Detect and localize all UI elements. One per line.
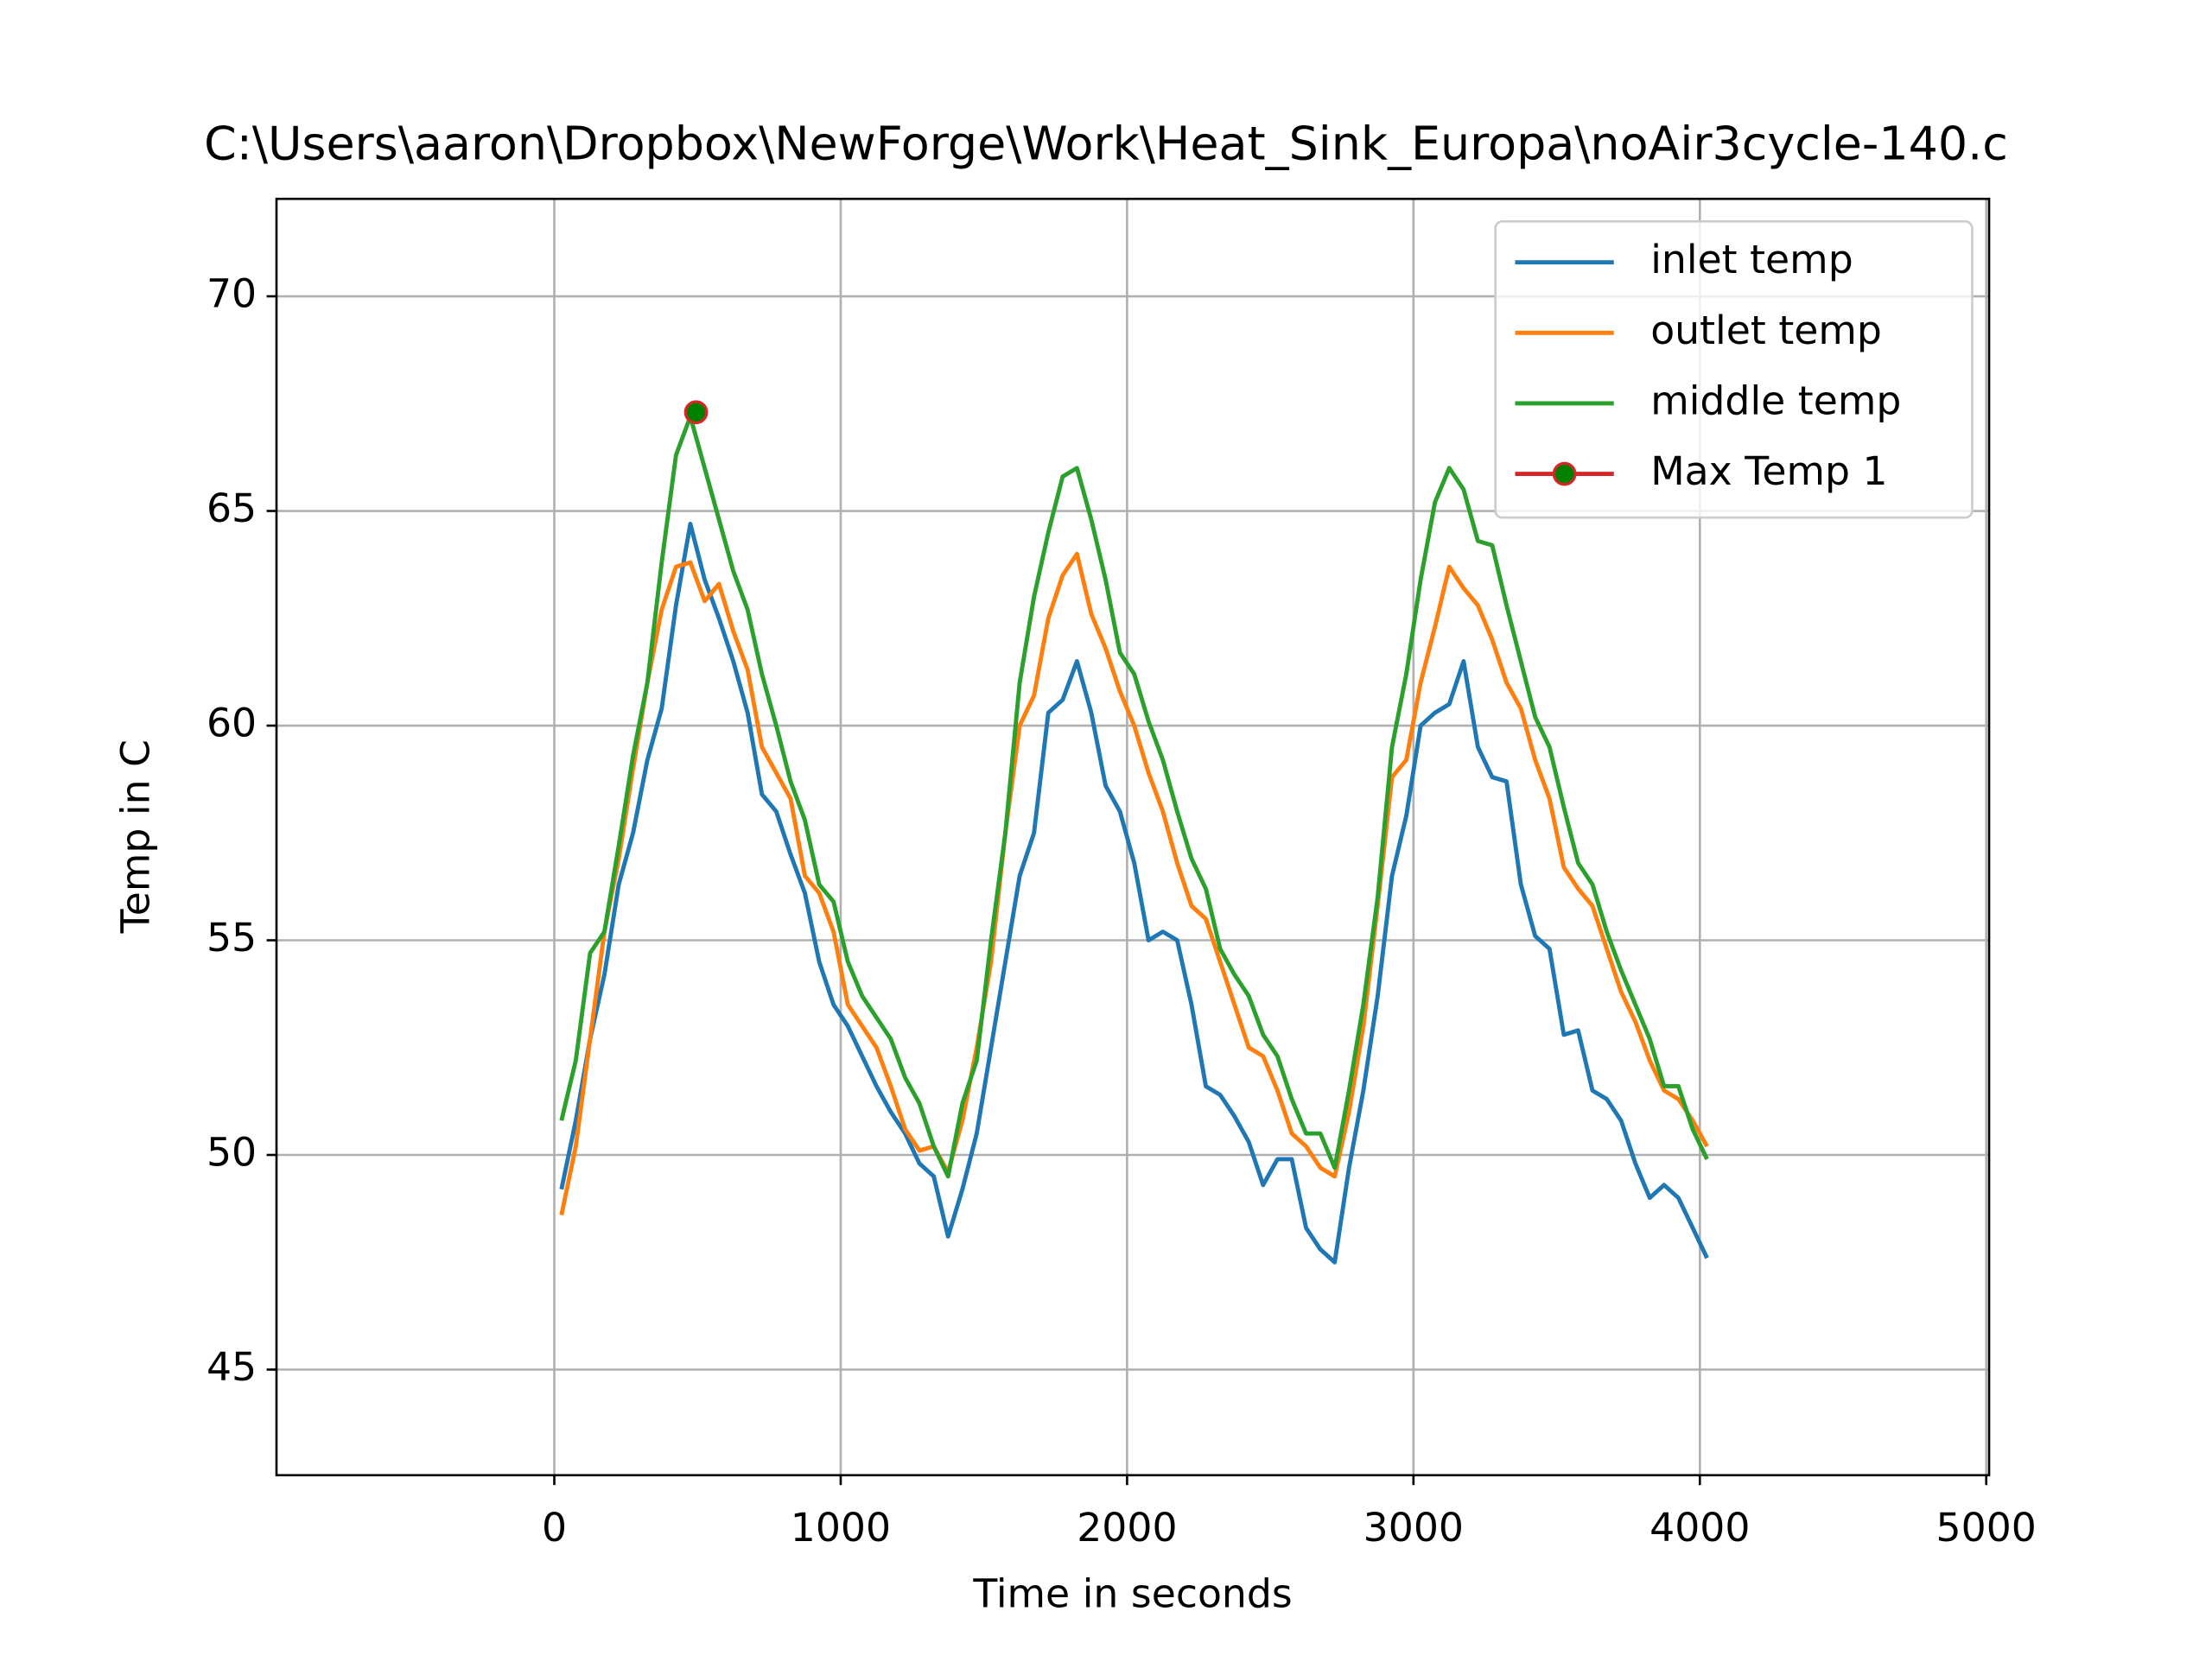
y-tick-label: 65: [207, 485, 257, 531]
x-tick-label: 3000: [1363, 1505, 1464, 1551]
max-marker: [683, 400, 709, 425]
y-axis-label: Temp in C: [112, 739, 158, 934]
data-line: [559, 521, 1709, 1265]
x-tick-label: 1000: [791, 1505, 891, 1551]
legend-label: inlet temp: [1650, 237, 1853, 282]
x-tick-label: 5000: [1936, 1505, 2037, 1551]
legend-label: Max Temp 1: [1650, 448, 1887, 494]
legend-label: outlet temp: [1650, 308, 1882, 353]
chart-title: C:\Users\aaron\Dropbox\NewForge\Work\Hea…: [204, 116, 2008, 170]
x-axis-label: Time in seconds: [972, 1571, 1292, 1617]
y-tick-label: 55: [207, 915, 257, 961]
y-tick-label: 60: [207, 701, 257, 746]
legend-label: middle temp: [1650, 377, 1901, 423]
y-tick-label: 50: [207, 1130, 257, 1176]
legend-box: [1494, 220, 1974, 519]
plot-frame: [275, 197, 1991, 1477]
data-line: [559, 551, 1709, 1216]
data-line: [559, 414, 1709, 1179]
legend-marker: [1552, 461, 1577, 486]
y-tick-label: 70: [207, 271, 257, 317]
x-tick-label: 4000: [1649, 1505, 1750, 1551]
y-tick-label: 45: [207, 1344, 257, 1390]
x-tick-label: 0: [542, 1505, 567, 1551]
x-tick-label: 2000: [1077, 1505, 1177, 1551]
